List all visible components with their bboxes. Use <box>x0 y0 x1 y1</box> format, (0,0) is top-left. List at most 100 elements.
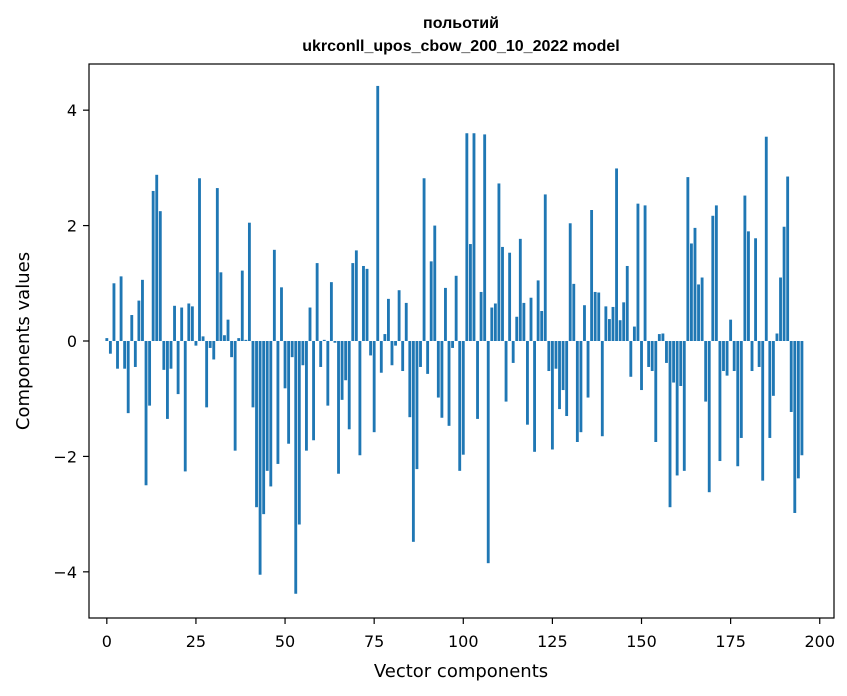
bar-34 <box>226 319 230 341</box>
bar-179 <box>743 195 747 341</box>
bar-170 <box>711 215 715 341</box>
bar-56 <box>305 341 308 451</box>
bar-0 <box>105 338 109 341</box>
bar-15 <box>158 211 162 341</box>
bar-43 <box>258 341 262 575</box>
bar-188 <box>775 333 779 341</box>
y-tick-label: −4 <box>53 563 77 582</box>
bar-72 <box>362 265 365 341</box>
bar-55 <box>301 341 305 366</box>
bar-91 <box>429 261 433 341</box>
bar-131 <box>572 283 576 341</box>
bar-88 <box>419 341 422 367</box>
bar-36 <box>233 341 237 451</box>
bar-75 <box>372 341 376 433</box>
bar-58 <box>312 341 315 441</box>
bar-165 <box>693 227 697 341</box>
bar-137 <box>593 291 597 341</box>
bar-110 <box>497 183 501 341</box>
chart-title-line2: ukrconll_upos_cbow_200_10_2022 model <box>302 38 619 55</box>
bar-57 <box>308 307 312 341</box>
bar-96 <box>447 341 451 426</box>
bar-48 <box>276 341 280 464</box>
bar-7 <box>130 315 134 341</box>
bar-23 <box>187 303 191 341</box>
bar-148 <box>632 326 636 341</box>
bar-28 <box>205 341 209 408</box>
bar-64 <box>333 341 337 343</box>
bar-166 <box>697 284 700 341</box>
bar-95 <box>444 287 447 341</box>
bar-171 <box>714 205 718 341</box>
bar-149 <box>636 203 640 341</box>
bar-39 <box>244 339 248 341</box>
bar-184 <box>761 341 765 481</box>
bar-122 <box>540 310 544 341</box>
bar-181 <box>750 341 754 372</box>
bar-142 <box>611 306 615 341</box>
bar-193 <box>793 341 797 513</box>
y-tick-label: 4 <box>67 101 77 120</box>
bar-129 <box>565 341 569 417</box>
bar-189 <box>779 277 782 341</box>
bar-84 <box>404 302 408 341</box>
bar-103 <box>472 133 476 341</box>
bar-133 <box>579 341 583 433</box>
bar-30 <box>212 341 216 360</box>
bar-71 <box>358 341 362 456</box>
bar-81 <box>394 341 397 346</box>
bar-138 <box>597 292 601 341</box>
bar-8 <box>133 341 137 367</box>
bar-37 <box>237 338 241 341</box>
bar-117 <box>522 302 526 341</box>
bar-185 <box>764 136 768 341</box>
bar-154 <box>654 341 658 442</box>
bar-79 <box>387 298 390 341</box>
bar-99 <box>458 341 462 471</box>
bar-175 <box>729 319 733 341</box>
bar-144 <box>618 320 622 341</box>
bar-163 <box>686 177 690 341</box>
x-tick-label: 75 <box>364 632 384 651</box>
bar-115 <box>515 316 519 341</box>
bar-44 <box>262 341 266 515</box>
bar-50 <box>283 341 287 389</box>
bar-11 <box>144 341 148 486</box>
bar-109 <box>493 303 497 341</box>
bar-22 <box>183 341 187 472</box>
bar-111 <box>501 246 504 341</box>
bar-121 <box>536 280 540 341</box>
bar-46 <box>269 341 273 487</box>
bar-65 <box>337 341 340 474</box>
bar-127 <box>558 341 561 410</box>
bar-130 <box>568 223 572 341</box>
bar-35 <box>230 341 234 358</box>
x-tick-label: 175 <box>715 632 746 651</box>
bar-33 <box>223 335 226 341</box>
bar-147 <box>629 341 633 377</box>
bar-77 <box>379 341 383 373</box>
bar-113 <box>508 252 512 341</box>
bar-126 <box>554 341 558 369</box>
bar-97 <box>451 341 455 348</box>
bar-93 <box>436 341 440 398</box>
bar-143 <box>615 168 618 341</box>
bar-191 <box>786 176 790 341</box>
bar-195 <box>800 341 804 456</box>
bar-135 <box>586 341 590 398</box>
bar-19 <box>173 305 176 341</box>
bar-136 <box>590 210 594 341</box>
bar-150 <box>640 341 643 391</box>
bar-146 <box>625 265 629 341</box>
bar-161 <box>679 341 683 387</box>
x-axis-ticks: 0 25 50 75 100 125 150 175 200 <box>102 618 835 651</box>
bars-group <box>105 85 804 594</box>
bar-107 <box>486 341 490 564</box>
bar-69 <box>351 263 355 341</box>
bar-17 <box>166 341 169 419</box>
bar-157 <box>665 341 668 363</box>
y-tick-label: −2 <box>53 447 77 466</box>
bar-29 <box>208 341 212 348</box>
